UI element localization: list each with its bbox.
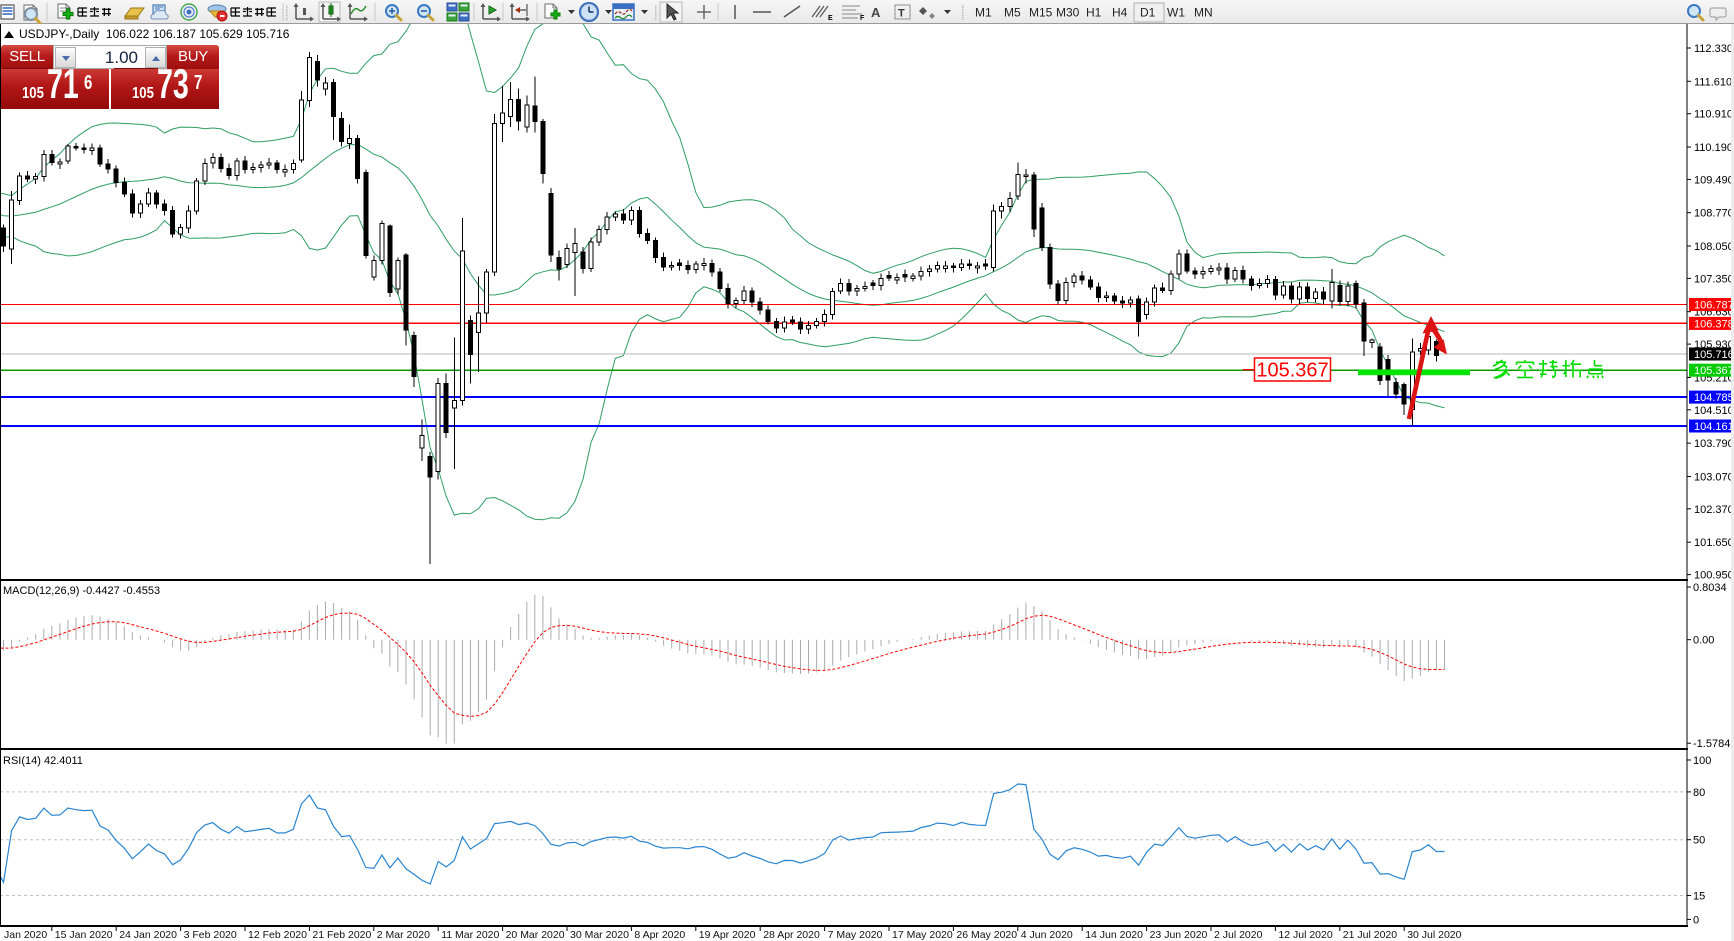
svg-text:M5: M5 [1004,6,1021,20]
svg-text:14 Jun 2020: 14 Jun 2020 [1085,929,1143,941]
svg-text:Jan 2020: Jan 2020 [4,929,47,941]
svg-text:11 Mar 2020: 11 Mar 2020 [441,929,499,941]
svg-text:7 May 2020: 7 May 2020 [828,929,883,941]
svg-text:0: 0 [1693,914,1699,926]
svg-text:108.050: 108.050 [1694,241,1734,253]
svg-text:M30: M30 [1056,6,1080,20]
svg-text:12 Jul 2020: 12 Jul 2020 [1278,929,1332,941]
svg-text:103.790: 103.790 [1694,438,1734,450]
svg-text:101.650: 101.650 [1694,537,1734,549]
svg-text:M15: M15 [1029,6,1053,20]
svg-text:F: F [860,15,865,22]
svg-text:2 Mar 2020: 2 Mar 2020 [377,929,430,941]
svg-text:111.610: 111.610 [1694,76,1732,88]
svg-text:H1: H1 [1086,6,1102,20]
svg-text:2 Jul 2020: 2 Jul 2020 [1214,929,1263,941]
svg-text:50: 50 [1693,835,1705,847]
svg-text:17 May 2020: 17 May 2020 [892,929,953,941]
svg-text:MACD(12,26,9) -0.4427 -0.4553: MACD(12,26,9) -0.4427 -0.4553 [3,585,160,597]
svg-text:-1.5784: -1.5784 [1693,738,1730,750]
svg-text:21 Feb 2020: 21 Feb 2020 [312,929,371,941]
svg-text:107.350: 107.350 [1694,273,1734,285]
svg-text:24 Jan 2020: 24 Jan 2020 [119,929,177,941]
svg-text:110.190: 110.190 [1694,142,1733,154]
svg-text:4 Jun 2020: 4 Jun 2020 [1021,929,1073,941]
svg-text:28 Apr 2020: 28 Apr 2020 [763,929,820,941]
svg-text:21 Jul 2020: 21 Jul 2020 [1343,929,1397,941]
svg-text:110.910: 110.910 [1694,109,1733,121]
svg-text:80: 80 [1693,787,1705,799]
svg-text:12 Feb 2020: 12 Feb 2020 [248,929,307,941]
svg-text:20 Mar 2020: 20 Mar 2020 [506,929,565,941]
svg-text:100.950: 100.950 [1694,570,1734,582]
svg-text:112.330: 112.330 [1694,43,1733,55]
svg-text:0.00: 0.00 [1693,635,1714,647]
svg-text:103.070: 103.070 [1694,472,1734,484]
svg-text:15 Jan 2020: 15 Jan 2020 [55,929,113,941]
svg-text:D1: D1 [1140,6,1156,20]
svg-text:106.787: 106.787 [1694,300,1734,312]
svg-text:100: 100 [1693,755,1711,767]
svg-text:E: E [828,15,833,22]
svg-text:108.770: 108.770 [1694,208,1734,220]
svg-text:W1: W1 [1167,6,1185,20]
svg-text:104.161: 104.161 [1694,421,1734,433]
svg-text:106.378: 106.378 [1694,318,1734,330]
svg-text:A: A [871,5,881,20]
svg-text:T: T [898,8,905,20]
svg-text:MN: MN [1194,6,1213,20]
svg-text:3 Feb 2020: 3 Feb 2020 [184,929,237,941]
svg-text:104.510: 104.510 [1694,405,1734,417]
svg-text:30 Jul 2020: 30 Jul 2020 [1407,929,1461,941]
svg-text:105.367: 105.367 [1256,360,1328,382]
svg-text:23 Jun 2020: 23 Jun 2020 [1150,929,1208,941]
svg-text:19 Apr 2020: 19 Apr 2020 [699,929,756,941]
svg-text:105.367: 105.367 [1694,365,1734,377]
svg-text:105.716: 105.716 [1694,349,1734,361]
svg-text:30 Mar 2020: 30 Mar 2020 [570,929,629,941]
svg-text:109.490: 109.490 [1694,174,1734,186]
svg-text:102.370: 102.370 [1694,504,1734,516]
svg-text:26 May 2020: 26 May 2020 [956,929,1017,941]
svg-text:RSI(14) 42.4011: RSI(14) 42.4011 [3,755,83,767]
svg-text:8 Apr 2020: 8 Apr 2020 [634,929,685,941]
svg-text:M1: M1 [975,6,992,20]
svg-text:104.785: 104.785 [1694,392,1734,404]
svg-text:0.8034: 0.8034 [1693,582,1727,594]
svg-text:15: 15 [1693,891,1705,903]
svg-text:H4: H4 [1112,6,1128,20]
